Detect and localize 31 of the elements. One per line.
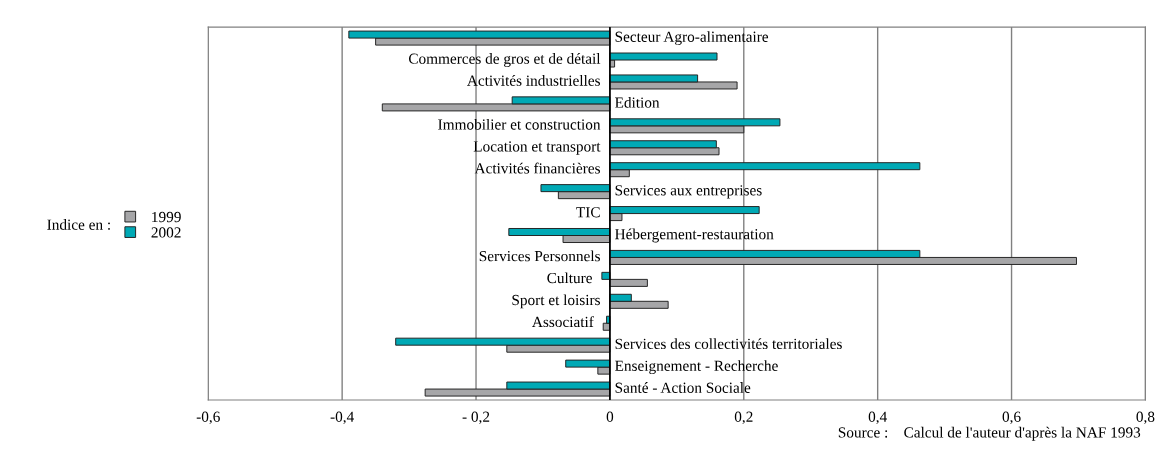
- y-tick-label: Sport et loisirs: [512, 294, 600, 309]
- y-tick-label: Activités industrielles: [467, 75, 600, 86]
- y-tick-label: TIC: [576, 207, 600, 218]
- x-tick-label: 0,6: [1002, 411, 1021, 425]
- bar: [609, 278, 648, 287]
- y-tick-label: Services des collectivités territoriales: [615, 338, 842, 350]
- x-tick-label: 0,2: [734, 411, 753, 425]
- x-tick-label: 0,8: [1136, 411, 1155, 425]
- x-tick-label: -0,4: [330, 411, 354, 425]
- y-tick-label: Associatif: [532, 316, 594, 328]
- y-tick-label: Enseignement - Recherche: [615, 360, 778, 375]
- x-tick-label: 0,4: [868, 411, 887, 425]
- y-tick-label: Activités financières: [474, 162, 600, 174]
- x-tick-label: -0,6: [196, 411, 220, 425]
- legend-label: 1999: [152, 211, 181, 223]
- x-tick-label: - 0,2: [462, 411, 490, 425]
- y-tick-label: Services Personnels: [479, 250, 600, 262]
- y-tick-label: Commerces de gros et de détail: [408, 53, 601, 67]
- y-tick-label: Location et transport: [473, 141, 601, 155]
- y-tick-label: Secteur Agro-alimentaire: [615, 31, 769, 46]
- bar: [601, 271, 611, 280]
- legend-title: Indice en :: [47, 219, 110, 230]
- y-tick-label: Hébergement-restauration: [615, 228, 774, 243]
- y-tick-label: Immobilier et construction: [438, 118, 601, 130]
- legend-label: 2002: [151, 227, 181, 238]
- y-tick-label: Services aux entreprises: [615, 185, 762, 199]
- y-tick-label: Edition: [615, 96, 660, 108]
- source-note: Source : Calcul de l'auteur d'après la NAF 1993: [838, 426, 1141, 441]
- y-tick-label: Santé - Action Sociale: [615, 382, 751, 393]
- x-tick-label: 0: [606, 411, 614, 422]
- y-tick-label: Culture: [547, 272, 592, 284]
